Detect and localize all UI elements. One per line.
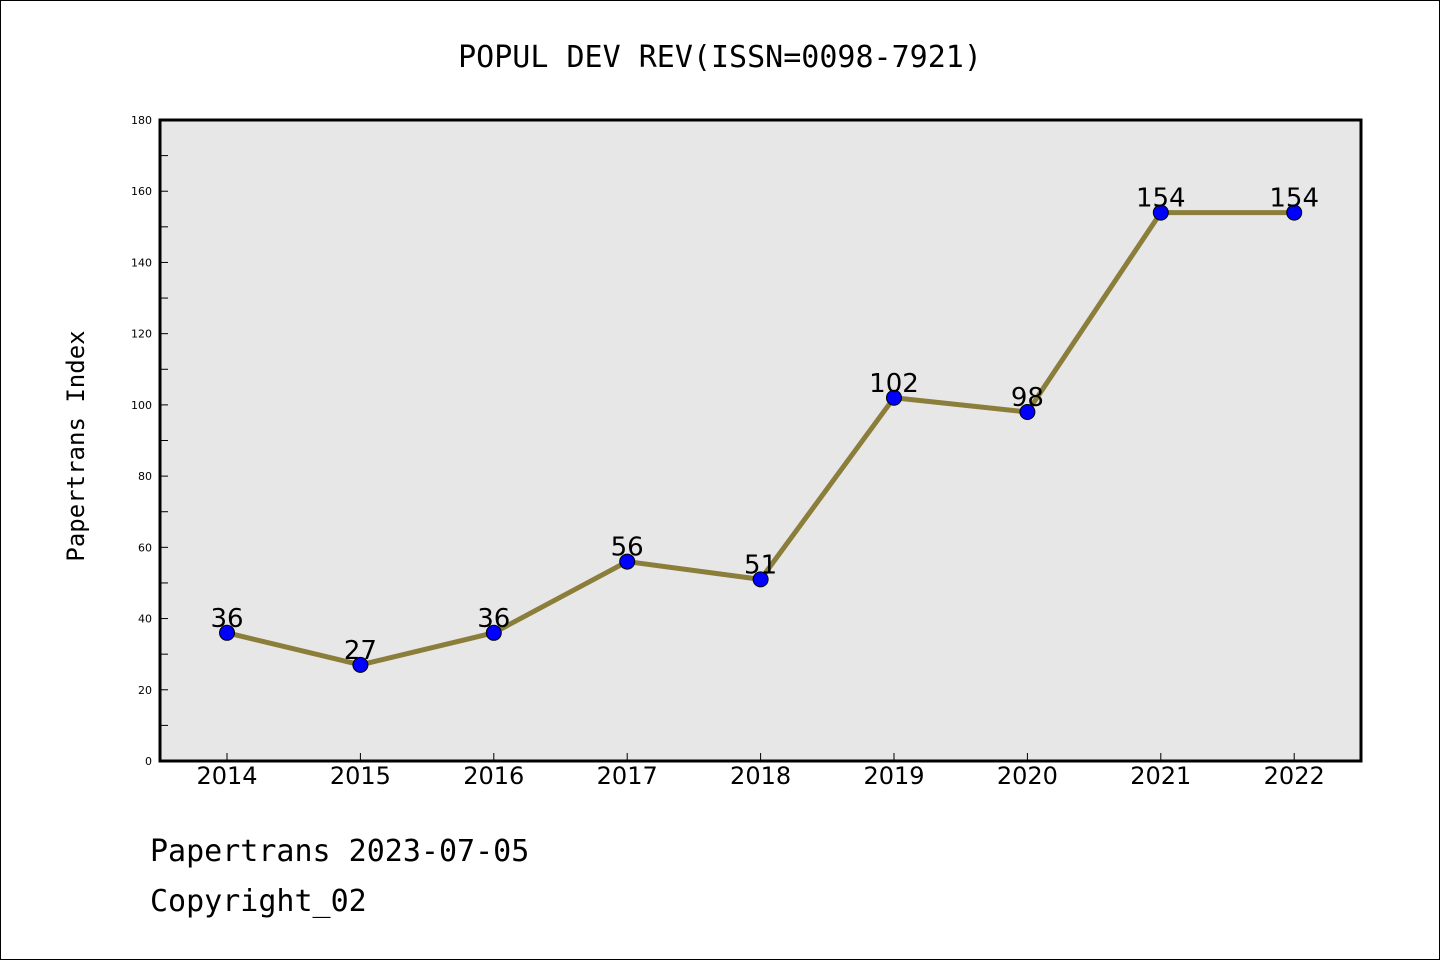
footer-date-line: Papertrans 2023-07-05 [150,834,530,869]
data-point-label: 98 [1011,383,1044,413]
y-tick-label: 80 [138,470,152,483]
data-labels: 36 27 36 56 51 102 98 154 154 [210,184,1319,666]
data-point-label: 51 [744,550,777,580]
data-point-label: 56 [611,533,644,563]
x-tick-label: 2016 [463,762,524,790]
x-tick-label: 2015 [330,762,391,790]
y-tick-label: 40 [138,613,152,626]
data-point-marker [1286,204,1303,221]
data-point-marker [219,624,235,641]
data-point-label: 154 [1136,184,1186,214]
y-axis-ticks: 0 20 40 60 80 100 120 140 160 180 [131,114,168,768]
chart-title: POPUL DEV REV(ISSN=0098-7921) [458,40,982,75]
y-tick-label: 100 [131,399,152,412]
data-point-marker [886,389,902,406]
plot-area [158,118,1363,763]
y-tick-label: 160 [131,185,152,198]
data-point-marker [752,571,769,588]
y-axis-label: Papertrans Index [62,330,90,561]
data-point-label: 154 [1269,184,1319,214]
x-tick-label: 2019 [863,762,924,790]
data-point-marker [352,656,369,673]
y-tick-label: 180 [131,114,152,127]
x-tick-label: 2018 [730,762,791,790]
y-tick-label: 20 [138,684,152,697]
data-point-marker [485,624,502,641]
x-axis-ticks: 2014 2015 2016 2017 2018 2019 2020 2021 2022 [196,753,1325,790]
data-point-marker [1019,404,1036,421]
data-point-label: 36 [210,604,243,634]
data-point-label: 102 [869,369,919,399]
data-point-label: 36 [477,604,510,634]
data-point-label: 27 [344,636,377,666]
x-tick-label: 2014 [196,762,257,790]
y-tick-label: 60 [138,541,152,554]
x-tick-label: 2022 [1264,762,1325,790]
y-tick-label: 120 [131,328,152,341]
x-tick-label: 2017 [597,762,658,790]
x-tick-label: 2021 [1130,762,1191,790]
data-point-marker [1152,204,1169,221]
x-tick-label: 2020 [997,762,1058,790]
data-point-marker [619,553,636,570]
data-series [219,204,1303,673]
y-tick-label: 0 [145,755,152,768]
y-tick-label: 140 [131,256,152,269]
footer-copyright-line: Copyright_02 [150,884,367,919]
